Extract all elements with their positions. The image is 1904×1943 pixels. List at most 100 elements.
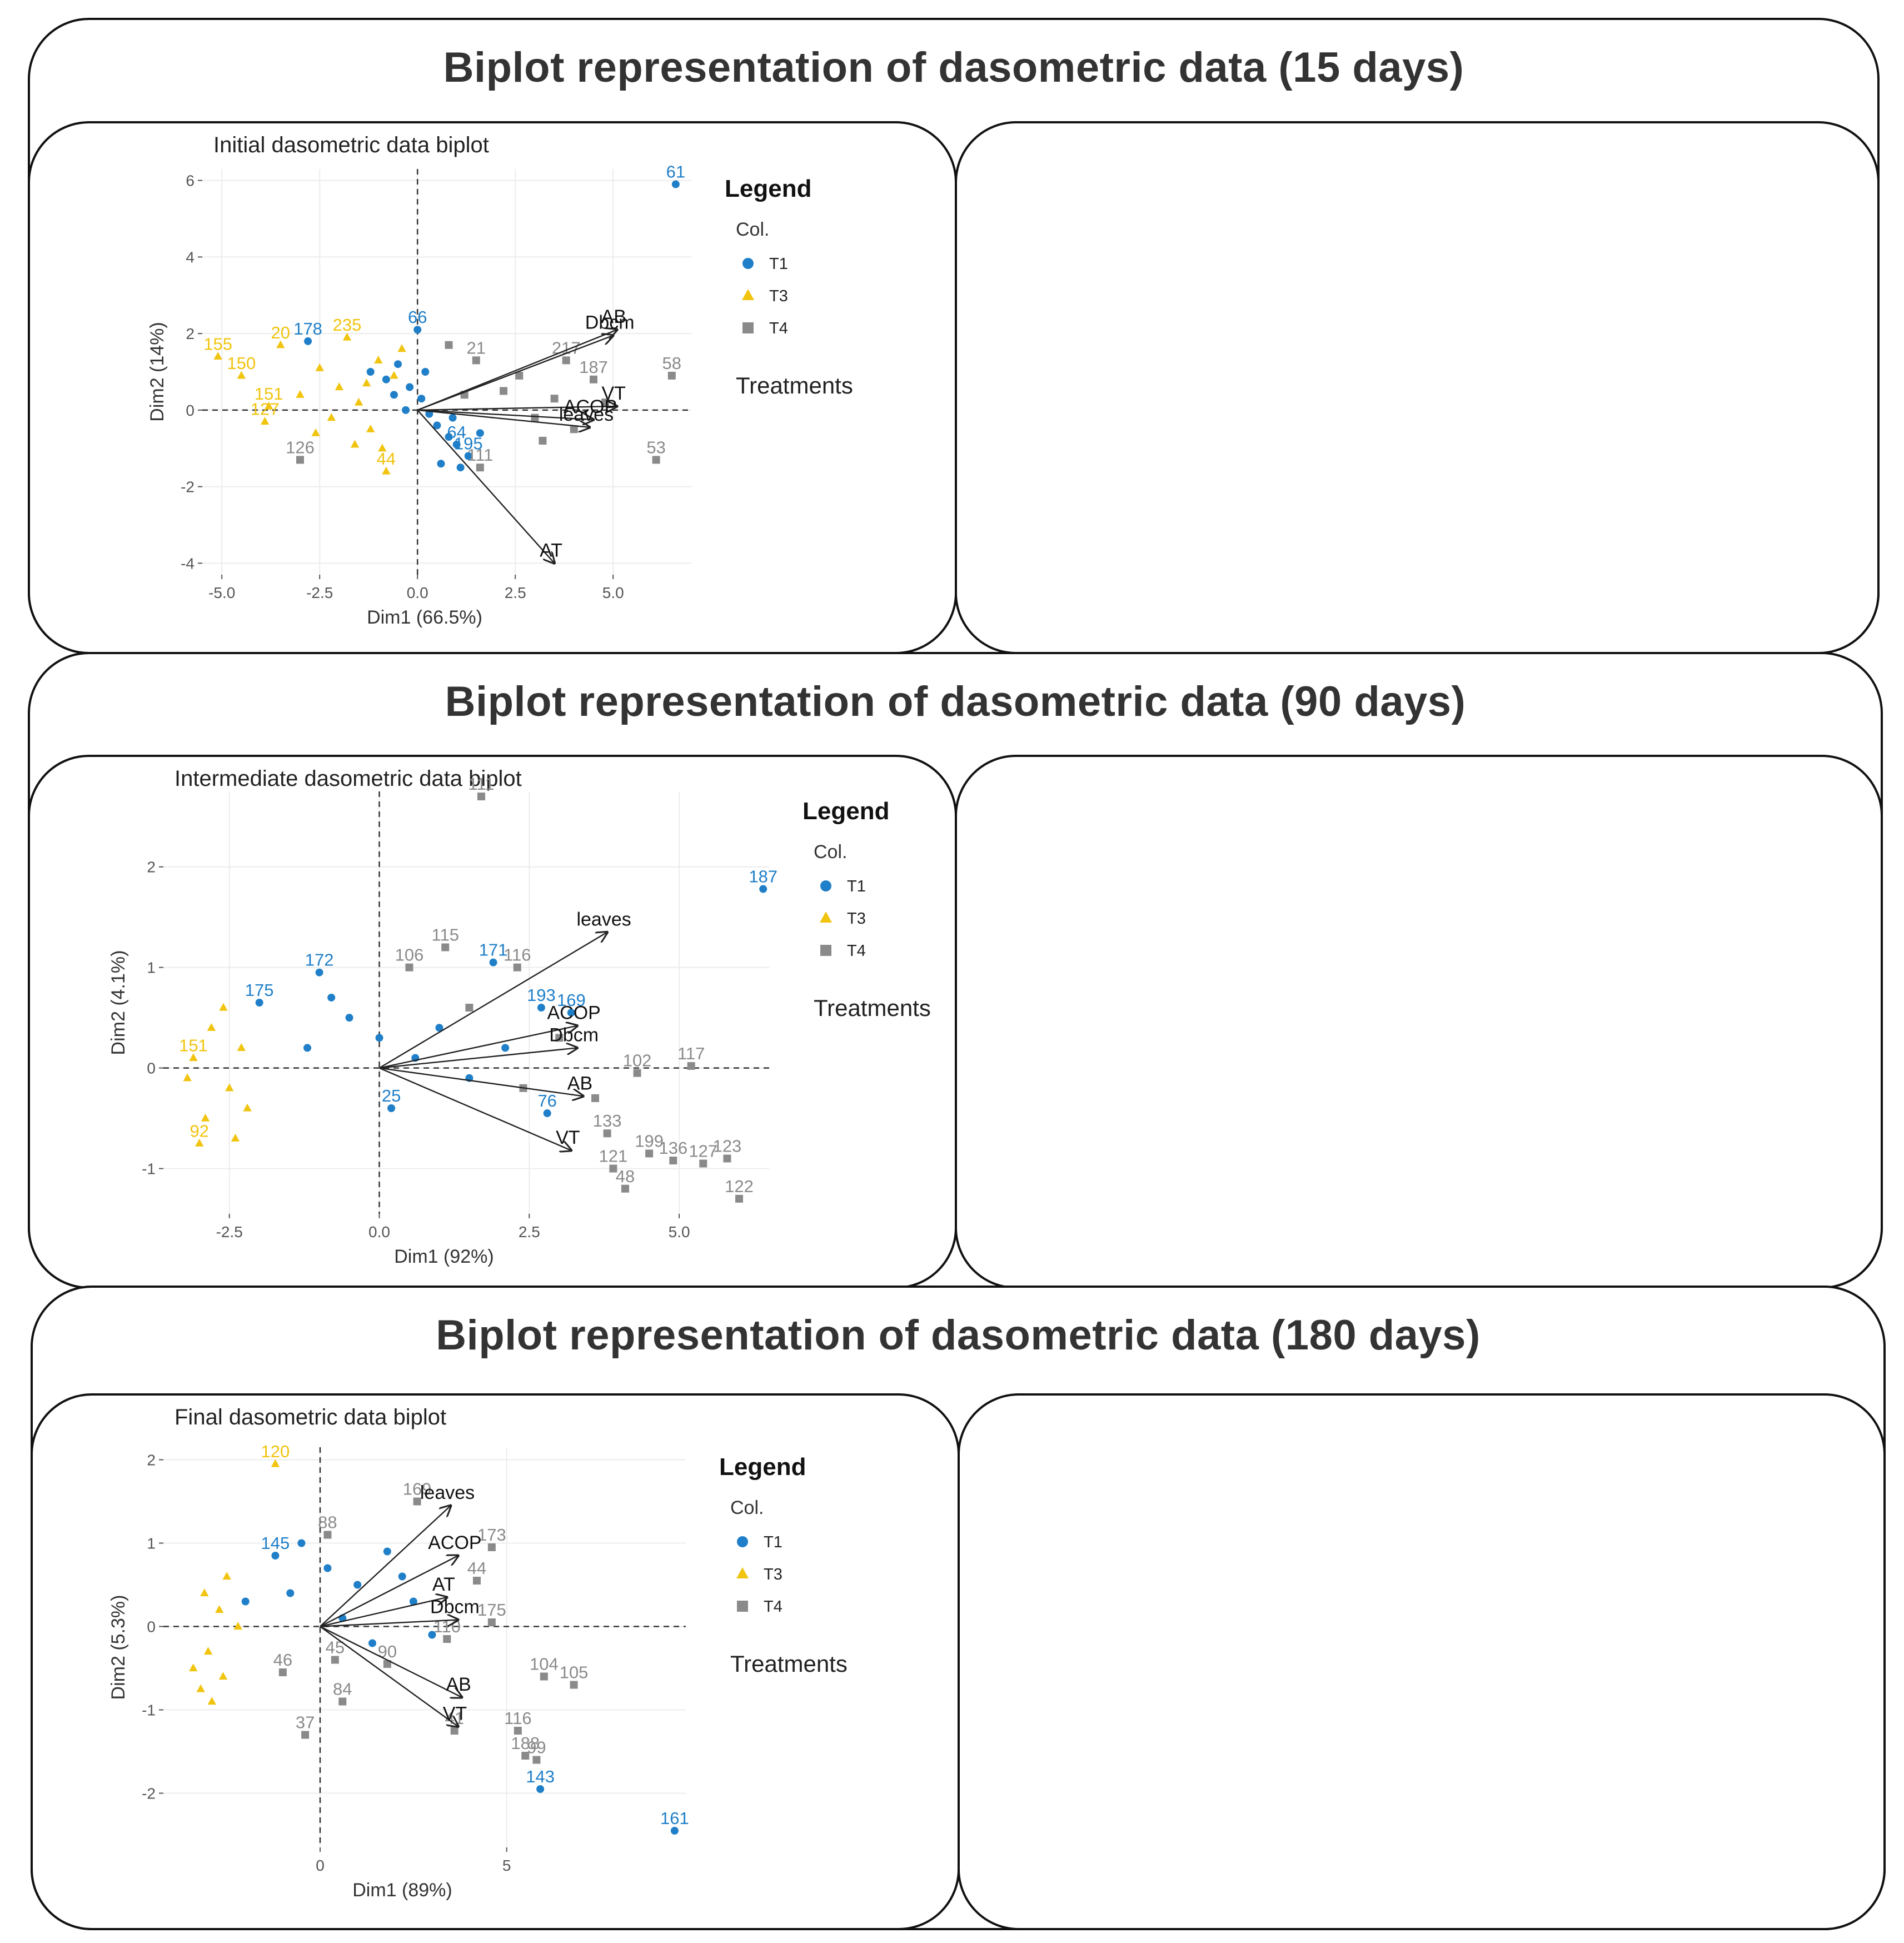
point-T1 xyxy=(413,326,422,334)
point-T4 xyxy=(633,1069,641,1077)
point-T4 xyxy=(550,395,559,403)
point-label: 161 xyxy=(660,1809,689,1828)
point-T3 xyxy=(207,1023,216,1031)
point-T1 xyxy=(402,406,410,414)
vector-label: ACOP xyxy=(547,1003,600,1024)
point-T4 xyxy=(301,1731,310,1739)
series-T3: 120 xyxy=(189,1442,290,1705)
point-T4 xyxy=(532,1756,541,1764)
vector-label: VT xyxy=(556,1127,580,1148)
point-label: 235 xyxy=(333,315,362,335)
point-label: 155 xyxy=(203,334,232,353)
y-tick-label: 2 xyxy=(147,859,156,876)
point-T4 xyxy=(723,1154,731,1163)
point-T4 xyxy=(500,387,508,395)
legend-subtitle: Col. xyxy=(814,841,847,863)
panel-90-days-blocks: Intermediate dasometric data biplot-2.50… xyxy=(955,755,1883,1289)
point-T4 xyxy=(383,1660,391,1668)
point-T3 xyxy=(335,382,344,391)
point-T3 xyxy=(315,363,324,371)
point-T1 xyxy=(670,1827,679,1835)
y-axis-label: Dim2 (14%) xyxy=(147,322,168,421)
y-axis-label: Dim2 (4.1%) xyxy=(108,950,129,1055)
point-T4 xyxy=(338,1697,347,1706)
point-T1 xyxy=(445,433,453,441)
point-T3 xyxy=(183,1073,192,1082)
point-T3 xyxy=(207,1697,216,1705)
point-T1 xyxy=(394,360,402,368)
point-T4 xyxy=(465,1004,473,1012)
point-label: 126 xyxy=(286,437,315,457)
legend-item-label: T4 xyxy=(769,320,788,337)
point-label: 169 xyxy=(557,990,586,1010)
point-T1 xyxy=(398,1572,406,1581)
point-label: 117 xyxy=(677,1044,705,1063)
point-label: 66 xyxy=(408,307,427,327)
point-T4 xyxy=(591,1094,600,1102)
point-label: 136 xyxy=(659,1138,687,1158)
legend: Legend Col.T1 T3 T4 Treatments xyxy=(719,1453,848,1677)
y-tick-label: -2 xyxy=(142,1785,156,1802)
point-label: 187 xyxy=(579,357,608,377)
point-label: 151 xyxy=(255,384,283,403)
point-T1 xyxy=(537,1004,545,1012)
legend-key xyxy=(737,1601,748,1612)
point-T1 xyxy=(303,1044,312,1052)
legend-item-label: T1 xyxy=(764,1533,782,1551)
legend-item-label: T4 xyxy=(764,1598,782,1616)
point-T1 xyxy=(353,1581,362,1589)
point-T1 xyxy=(315,968,323,977)
y-tick-label: 0 xyxy=(147,1060,156,1077)
point-T1 xyxy=(759,885,767,893)
x-tick-label: 0 xyxy=(316,1857,325,1874)
point-T4 xyxy=(590,375,597,383)
plot-title: Intermediate dasometric data biplot xyxy=(175,766,522,791)
series-T3: 92 151 xyxy=(179,1003,252,1147)
point-label: 76 xyxy=(537,1091,556,1110)
legend-key xyxy=(742,322,754,333)
legend: Legend Col.T1 T3 T4 Treatments xyxy=(803,798,931,1021)
legend-key xyxy=(820,911,832,923)
legend-item-label: T1 xyxy=(769,255,788,273)
vector-arrow xyxy=(379,1067,571,1150)
vector-arrow xyxy=(320,1626,458,1727)
point-label: 84 xyxy=(333,1680,352,1699)
vector-arrow xyxy=(379,1067,584,1097)
point-label: 88 xyxy=(318,1513,337,1532)
point-T4 xyxy=(555,1034,564,1042)
point-T3 xyxy=(195,1138,204,1147)
point-T1 xyxy=(409,1597,417,1606)
biplot-svg: Final dasometric data biplot05-2-1012Dim… xyxy=(960,1396,1886,1930)
legend-subtitle: Col. xyxy=(736,219,769,240)
point-T4 xyxy=(531,413,539,422)
point-label: 102 xyxy=(623,1051,652,1070)
point-T1 xyxy=(452,440,461,449)
point-label: 195 xyxy=(454,434,483,454)
point-T4 xyxy=(699,1159,707,1168)
point-label: 169 xyxy=(403,1479,432,1499)
vector-arrow xyxy=(379,1026,577,1069)
point-T3 xyxy=(397,344,406,352)
point-T3 xyxy=(374,355,383,363)
point-label: 172 xyxy=(305,950,334,970)
point-T3 xyxy=(378,444,387,452)
vector-arrow xyxy=(320,1506,451,1627)
biplot-svg: Intermediate dasometric data biplot -2.5 0… xyxy=(108,766,931,1267)
point-T4 xyxy=(540,1672,548,1681)
point-label: 44 xyxy=(467,1558,486,1578)
point-T1 xyxy=(255,999,263,1007)
point-label: 150 xyxy=(227,353,256,373)
point-T3 xyxy=(264,401,273,410)
point-T1 xyxy=(387,1104,396,1112)
x-axis-label: Dim1 (92%) xyxy=(394,1246,494,1267)
vector-label: Dbcm xyxy=(585,312,635,333)
y-tick-label: -1 xyxy=(142,1160,156,1178)
point-label: 175 xyxy=(245,980,274,1000)
point-T1 xyxy=(501,1044,510,1052)
point-label: 143 xyxy=(526,1767,555,1786)
vector-label: leaves xyxy=(576,909,631,930)
point-label: 21 xyxy=(467,338,486,357)
point-T3 xyxy=(296,390,305,398)
